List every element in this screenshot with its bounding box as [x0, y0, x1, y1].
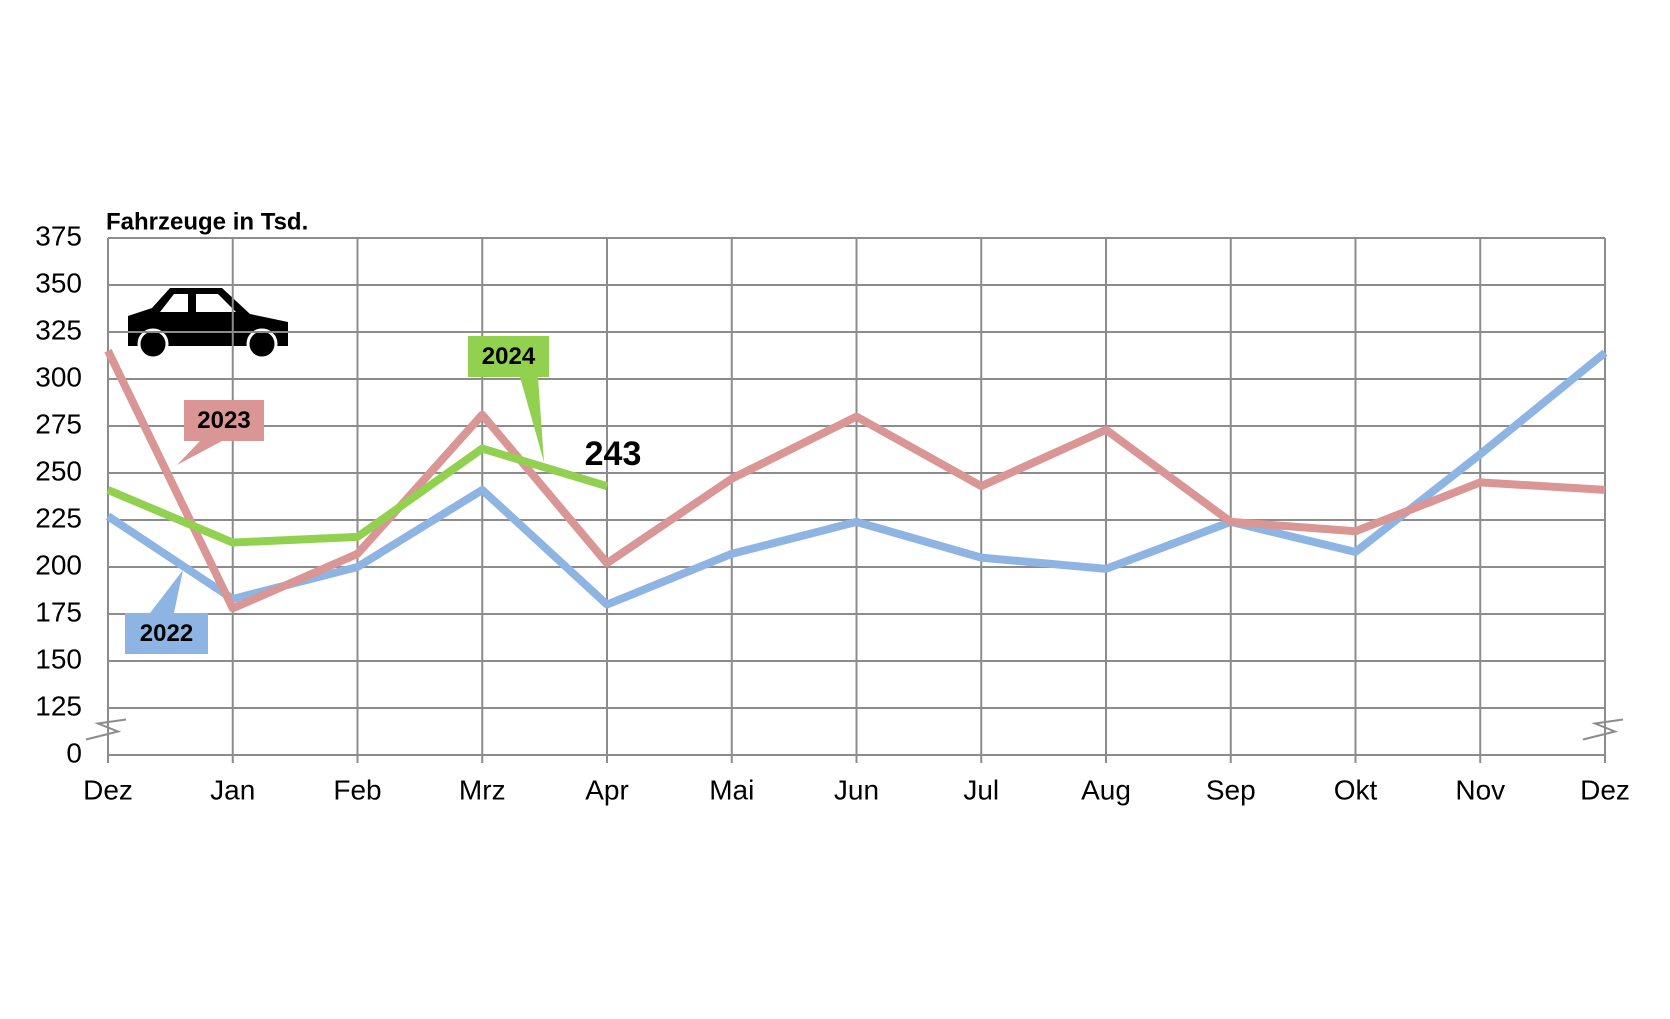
- line-series: [106, 444, 609, 547]
- y-tick-label: 175: [35, 596, 82, 627]
- y-tick-label: 375: [35, 220, 82, 251]
- y-tick-label: 275: [35, 408, 82, 439]
- legend-label: 2023: [197, 407, 250, 434]
- y-tick-label: 200: [35, 549, 82, 580]
- y-tick-label: 325: [35, 314, 82, 345]
- x-tick-label: Nov: [1455, 774, 1505, 805]
- x-tick-label: Dez: [1580, 774, 1630, 805]
- y-tick-label: 225: [35, 502, 82, 533]
- callout-tail: [150, 570, 183, 613]
- callout-box: [184, 400, 264, 441]
- y-axis-label: Fahrzeuge in Tsd.: [106, 208, 308, 235]
- x-tick-label: Apr: [585, 774, 629, 805]
- data-label: 243: [585, 435, 642, 473]
- callout-box: [125, 613, 208, 654]
- car-icon: [128, 288, 288, 360]
- axis-break: [1582, 718, 1624, 741]
- y-tick-label: 250: [35, 455, 82, 486]
- x-tick-label: Dez: [83, 774, 133, 805]
- callout-tail: [520, 377, 544, 462]
- line-series: [105, 349, 1608, 609]
- x-tick-label: Okt: [1334, 774, 1378, 805]
- legend-label: 2022: [140, 620, 193, 647]
- legend-label: 2024: [482, 343, 536, 370]
- callout-tail: [177, 441, 222, 465]
- callout-box: [468, 336, 549, 377]
- x-tick-label: Jul: [963, 774, 999, 805]
- y-tick-label: 150: [35, 643, 82, 674]
- x-tick-label: Feb: [333, 774, 381, 805]
- x-tick-label: Jan: [210, 774, 255, 805]
- y-tick-label: 350: [35, 267, 82, 298]
- y-tick-label: 125: [35, 690, 82, 721]
- x-tick-label: Sep: [1206, 774, 1256, 805]
- line-series: [104, 349, 1606, 613]
- x-tick-label: Mai: [709, 774, 754, 805]
- x-tick-label: Aug: [1081, 774, 1131, 805]
- x-tick-label: Mrz: [459, 774, 506, 805]
- y-tick-label: 0: [66, 737, 82, 768]
- x-tick-label: Jun: [834, 774, 879, 805]
- y-tick-label: 300: [35, 361, 82, 392]
- axis-break: [85, 718, 127, 741]
